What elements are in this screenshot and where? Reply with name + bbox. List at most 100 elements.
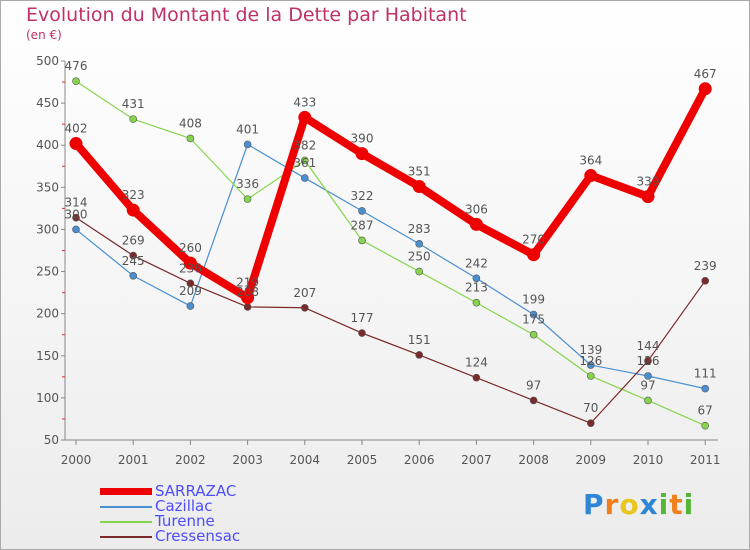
data-point-turenne: [586, 372, 595, 380]
data-point-sarrazac: [584, 169, 598, 183]
data-label-cazillac: 139: [579, 343, 602, 357]
data-label-cazillac: 199: [522, 293, 545, 307]
data-point-sarrazac: [355, 147, 369, 161]
y-tick-label: 500: [36, 54, 59, 68]
data-point-turenne: [129, 115, 137, 123]
data-label-cressensac: 236: [179, 261, 202, 275]
data-point-turenne: [358, 236, 366, 245]
x-tick-label: 2008: [518, 453, 549, 467]
data-label-sarrazac: 390: [351, 132, 374, 146]
data-label-sarrazac: 219: [236, 276, 259, 290]
data-label-sarrazac: 306: [465, 202, 488, 216]
data-point-sarrazac: [641, 190, 655, 204]
y-tick-label: 300: [36, 222, 59, 236]
data-label-sarrazac: 323: [122, 188, 145, 202]
data-point-cressensac: [472, 373, 481, 382]
data-label-sarrazac: 260: [179, 241, 202, 255]
axes: 50 100 150 200 250 300 350 400 450 500 2000 2001 200…: [36, 54, 720, 467]
x-tick-label: 2009: [576, 453, 607, 467]
legend-label: Cazillac: [155, 497, 213, 515]
legend-label: Turenne: [155, 512, 215, 530]
data-point-sarrazac: [698, 82, 712, 96]
x-tick-label: 2006: [404, 453, 435, 467]
data-point-turenne: [300, 156, 309, 165]
data-point-cazillac: [529, 310, 538, 319]
data-point-sarrazac: [69, 137, 83, 151]
data-label-cazillac: 242: [465, 256, 488, 270]
data-point-sarrazac: [527, 248, 541, 262]
data-point-cressensac: [72, 213, 80, 222]
data-point-cazillac: [129, 271, 137, 280]
data-label-cressensac: 151: [408, 333, 431, 347]
data-label-cressensac: 269: [122, 234, 145, 248]
x-tick-label: 2007: [461, 453, 492, 467]
series-line-cazillac: [75, 143, 706, 390]
data-point-turenne: [701, 421, 710, 430]
data-label-cressensac: 177: [351, 311, 374, 325]
logo-letter: i: [658, 488, 670, 521]
x-tick-label: 2002: [175, 453, 206, 467]
data-labels: 3002452094013613222832421991391261114764…: [65, 59, 717, 417]
data-label-cazillac: 126: [637, 354, 660, 368]
series-line-turenne: [75, 80, 706, 427]
data-point-sarrazac: [241, 291, 255, 305]
data-label-sarrazac: 351: [408, 164, 431, 178]
data-point-cressensac: [300, 303, 309, 312]
x-tick-label: 2005: [347, 453, 378, 467]
data-label-sarrazac: 270: [522, 233, 545, 247]
data-point-sarrazac: [469, 217, 483, 231]
x-tick-label: 2011: [690, 453, 721, 467]
data-point-sarrazac: [126, 203, 140, 217]
data-point-cazillac: [358, 207, 366, 215]
data-point-cressensac: [529, 396, 538, 405]
legend-swatch: [100, 521, 152, 523]
series-line-cressensac: [75, 217, 706, 424]
data-label-sarrazac: 364: [579, 154, 602, 168]
data-point-cazillac: [472, 274, 481, 283]
data-point-cazillac: [186, 302, 195, 310]
data-label-cazillac: 209: [179, 284, 202, 298]
data-label-turenne: 126: [579, 354, 602, 368]
logo-letter: i: [683, 488, 695, 521]
data-label-turenne: 431: [122, 97, 145, 111]
x-tick-label: 2010: [633, 453, 664, 467]
data-point-cressensac: [415, 351, 424, 359]
y-tick-label: 150: [36, 349, 59, 363]
proxiti-logo: Proxiti: [583, 488, 694, 521]
data-label-cazillac: 111: [694, 367, 717, 381]
data-point-sarrazac: [183, 256, 197, 270]
data-label-cazillac: 361: [293, 156, 316, 170]
data-label-turenne: 250: [408, 250, 431, 264]
y-tick-label: 50: [44, 433, 59, 447]
data-point-cazillac: [644, 372, 652, 380]
data-label-cazillac: 300: [65, 207, 88, 221]
data-point-sarrazac: [298, 110, 312, 124]
data-point-cressensac: [243, 303, 252, 311]
unit-label: (en €): [26, 28, 62, 42]
data-point-sarrazac: [412, 179, 426, 193]
logo-letter: o: [619, 488, 640, 521]
y-tick-label: 350: [36, 180, 59, 194]
data-label-cressensac: 97: [526, 378, 541, 392]
data-point-turenne: [72, 77, 80, 86]
data-label-sarrazac: 467: [694, 67, 717, 81]
chart-title: Evolution du Montant de la Dette par Hab…: [26, 4, 467, 26]
series-line-sarrazac: [72, 86, 709, 302]
data-label-sarrazac: 339: [637, 175, 660, 189]
x-tick-label: 2004: [290, 453, 321, 467]
y-tick-label: 250: [36, 265, 59, 279]
legend-swatch: [100, 506, 152, 508]
data-label-cressensac: 239: [694, 259, 717, 273]
data-label-cressensac: 314: [65, 196, 88, 210]
legend-swatch: [100, 536, 152, 538]
x-tick-label: 2001: [118, 453, 149, 467]
data-label-cressensac: 208: [236, 285, 259, 299]
data-point-cazillac: [72, 225, 80, 234]
data-label-turenne: 175: [522, 313, 545, 327]
data-label-cressensac: 70: [583, 401, 598, 415]
data-point-cressensac: [358, 329, 366, 337]
data-point-turenne: [415, 267, 424, 276]
legend-swatch: [100, 488, 152, 495]
